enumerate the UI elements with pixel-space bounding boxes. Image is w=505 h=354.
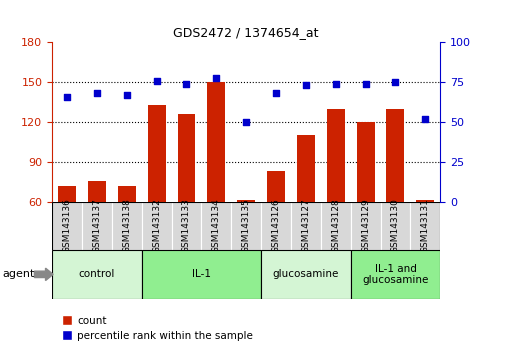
Text: GSM143126: GSM143126 xyxy=(271,198,280,253)
Bar xyxy=(177,114,195,202)
Text: GSM143131: GSM143131 xyxy=(420,198,429,253)
Text: GSM143137: GSM143137 xyxy=(92,198,101,253)
Bar xyxy=(410,202,439,250)
Bar xyxy=(88,181,106,202)
Bar xyxy=(416,200,433,202)
Text: GSM143138: GSM143138 xyxy=(122,198,131,253)
Point xyxy=(301,82,309,88)
Text: GSM143129: GSM143129 xyxy=(361,198,369,253)
Bar xyxy=(141,250,261,299)
Point xyxy=(391,80,399,85)
Bar xyxy=(326,109,344,202)
Bar xyxy=(261,250,350,299)
Text: GSM143135: GSM143135 xyxy=(241,198,250,253)
Bar xyxy=(290,202,320,250)
Text: GSM143128: GSM143128 xyxy=(331,198,339,253)
Bar xyxy=(386,109,403,202)
Title: GDS2472 / 1374654_at: GDS2472 / 1374654_at xyxy=(173,25,318,39)
Point xyxy=(421,116,429,122)
Point xyxy=(272,91,280,96)
Point xyxy=(122,92,130,98)
Bar xyxy=(207,82,225,202)
Text: IL-1: IL-1 xyxy=(191,269,211,279)
Bar xyxy=(52,250,141,299)
Text: GSM143130: GSM143130 xyxy=(390,198,399,253)
Bar xyxy=(237,200,255,202)
Point xyxy=(361,81,369,87)
Bar xyxy=(112,202,141,250)
Bar xyxy=(356,122,374,202)
Bar xyxy=(52,202,82,250)
Bar xyxy=(231,202,261,250)
Text: glucosamine: glucosamine xyxy=(272,269,338,279)
Bar xyxy=(118,186,135,202)
Bar xyxy=(58,186,76,202)
Bar xyxy=(171,202,201,250)
Bar xyxy=(82,202,112,250)
Point xyxy=(212,75,220,80)
Point xyxy=(182,81,190,87)
Bar xyxy=(350,250,439,299)
Text: GSM143136: GSM143136 xyxy=(63,198,71,253)
Bar xyxy=(267,171,284,202)
Point xyxy=(242,119,250,125)
Point xyxy=(153,78,161,84)
Text: agent: agent xyxy=(3,269,35,279)
Bar xyxy=(380,202,410,250)
Point xyxy=(63,94,71,99)
Text: GSM143133: GSM143133 xyxy=(182,198,190,253)
Point xyxy=(93,91,101,96)
Bar xyxy=(147,105,165,202)
Bar xyxy=(320,202,350,250)
Bar xyxy=(261,202,290,250)
Bar xyxy=(296,135,314,202)
Bar xyxy=(141,202,171,250)
Point xyxy=(331,81,339,87)
Text: control: control xyxy=(79,269,115,279)
Text: IL-1 and
glucosamine: IL-1 and glucosamine xyxy=(362,263,428,285)
Text: GSM143134: GSM143134 xyxy=(212,198,220,253)
Legend: count, percentile rank within the sample: count, percentile rank within the sample xyxy=(57,312,257,345)
Bar xyxy=(350,202,380,250)
Text: GSM143132: GSM143132 xyxy=(152,198,161,253)
Text: GSM143127: GSM143127 xyxy=(301,198,310,253)
Bar xyxy=(201,202,231,250)
